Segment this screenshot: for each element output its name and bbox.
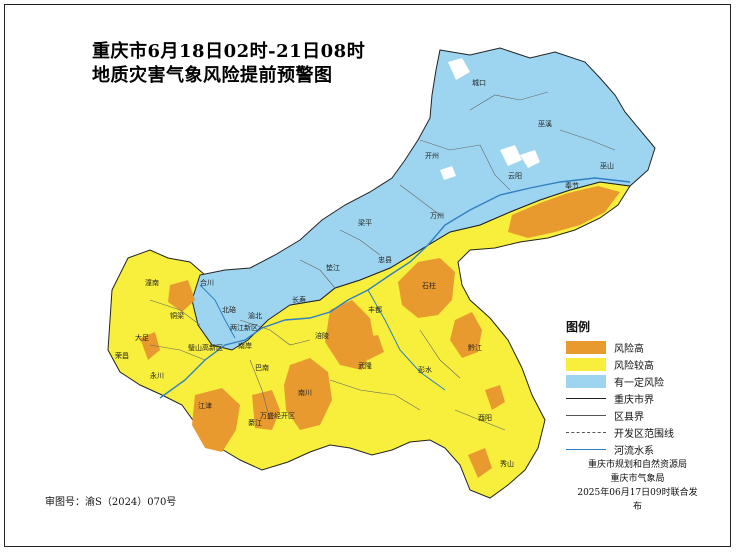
place-label: 梁平 [358, 218, 372, 227]
place-label: 高新区 [202, 343, 223, 352]
place-label: 秀山 [500, 459, 514, 468]
place-label: 合川 [200, 278, 214, 287]
legend-item: 河流水系 [566, 441, 674, 458]
legend-line-sample [566, 415, 606, 416]
place-label: 南川 [298, 388, 312, 397]
place-label: 璧山 [188, 343, 202, 352]
place-label: 垫江 [326, 263, 340, 272]
place-label: 长寿 [292, 295, 306, 304]
river-jialing [199, 284, 236, 339]
legend-line-sample [566, 449, 606, 450]
title-line-2: 地质灾害气象风险提前预警图 [92, 65, 333, 86]
source-line-2: 重庆市气象局 [610, 474, 665, 484]
legend-item: 有一定风险 [566, 373, 674, 390]
place-label: 巫山 [600, 161, 614, 170]
place-label: 永川 [150, 371, 164, 380]
place-label: 两江新区 [230, 323, 258, 332]
place-label: 巫溪 [538, 119, 552, 128]
place-label: 渝北 [248, 311, 262, 320]
county-boundaries [149, 91, 616, 431]
source-line-3: 2025年06月17日09时联合发布 [577, 488, 698, 512]
region-risk-high [140, 186, 620, 478]
place-label: 云阳 [508, 171, 522, 180]
place-label: 城口 [472, 79, 486, 87]
place-label: 武隆 [358, 361, 372, 370]
legend-item: 区县界 [566, 407, 674, 424]
legend-line-sample [566, 432, 606, 433]
place-label: 涪陵 [315, 331, 329, 340]
map-title: 重庆市6月18日02时-21日08时 地质灾害气象风险提前预警图 [92, 40, 365, 88]
legend-label: 重庆市界 [614, 395, 654, 406]
place-label: 万盛经开区 [260, 411, 295, 420]
place-label: 黔江 [468, 343, 482, 352]
place-label: 北碚 [222, 305, 236, 314]
place-label: 南岸 [238, 341, 252, 350]
place-label: 万州 [430, 212, 444, 220]
region-no-risk [440, 58, 540, 180]
review-number: 审图号：渝S（2024）070号 [45, 497, 177, 508]
place-label: 铜梁 [170, 311, 184, 320]
legend-label: 风险较高 [614, 361, 654, 372]
legend-swatch [566, 358, 606, 371]
place-label: 彭水 [418, 365, 432, 374]
legend-item: 开发区范围线 [566, 424, 674, 441]
legend-line-sample [566, 398, 606, 399]
region-risk-some [191, 47, 656, 351]
legend-item: 风险高 [566, 339, 674, 356]
place-label: 潼南 [145, 278, 159, 287]
place-label: 荣昌 [115, 351, 129, 360]
legend-label: 开发区范围线 [614, 429, 674, 440]
place-label: 綦江 [248, 418, 262, 427]
place-label: 开州 [425, 152, 439, 160]
place-label: 巴南 [255, 363, 269, 372]
legend-item: 重庆市界 [566, 390, 674, 407]
source-line-1: 重庆市规划和自然资源局 [587, 460, 687, 470]
legend-swatch [566, 341, 606, 354]
legend-title: 图例 [566, 320, 591, 334]
place-label: 石柱 [422, 281, 436, 290]
legend-label: 风险高 [614, 344, 644, 355]
place-label: 忠县 [378, 256, 392, 264]
legend: 图例 风险高风险较高有一定风险重庆市界区县界开发区范围线 河流水系 [566, 318, 674, 458]
legend-item: 风险较高 [566, 356, 674, 373]
river-wu [367, 289, 446, 391]
place-label: 江津 [198, 402, 212, 410]
title-line-1: 重庆市6月18日02时-21日08时 [92, 41, 366, 62]
legend-label: 区县界 [614, 412, 644, 423]
place-label: 奉节 [565, 181, 579, 190]
legend-label: 有一定风险 [614, 378, 664, 389]
legend-swatch [566, 375, 606, 388]
legend-label: 河流水系 [614, 446, 654, 457]
place-label: 酉阳 [478, 413, 492, 422]
place-label: 大足 [135, 333, 149, 342]
source-block: 重庆市规划和自然资源局 重庆市气象局 2025年06月17日09时联合发布 [575, 458, 700, 514]
place-label: 丰都 [368, 305, 382, 314]
